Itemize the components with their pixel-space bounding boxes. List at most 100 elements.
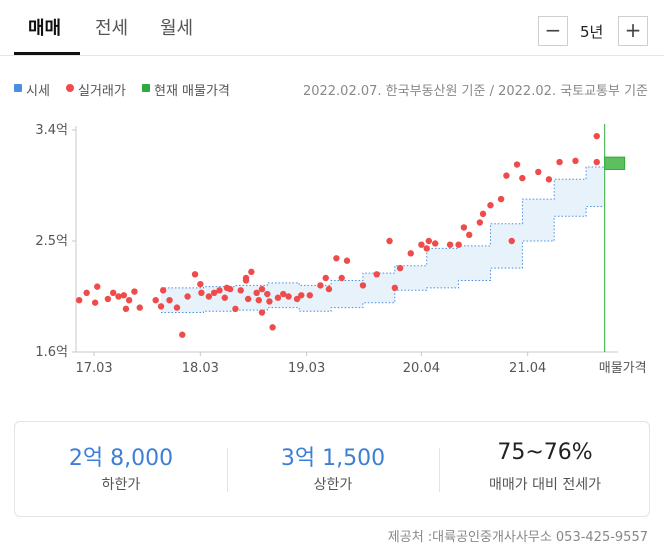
actual-trade-point — [455, 241, 462, 248]
actual-trade-point — [216, 287, 223, 294]
actual-trade-point — [198, 289, 205, 296]
actual-trade-point — [205, 293, 213, 300]
x-tick-label: 18.03 — [182, 361, 219, 376]
plus-icon: + — [624, 18, 642, 42]
tab-jeonse[interactable]: 전세 — [95, 18, 129, 39]
actual-trade-point — [258, 309, 266, 316]
actual-trade-point — [122, 305, 130, 313]
x-tick-label: 19.03 — [288, 361, 325, 376]
minus-icon: − — [544, 18, 562, 42]
actual-trade-point — [317, 282, 324, 289]
actual-trade-point — [460, 224, 468, 231]
actual-trade-point — [425, 237, 433, 245]
price-chart: 3.4억 2.5억 1.6억 17.03 18.03 19.03 20.04 21.04 매물가… — [35, 123, 647, 376]
actual-trade-point — [244, 295, 252, 303]
listing-provider: 제공처 :대륙공인중개사사무소 053-425-9557 — [387, 530, 648, 545]
upper-price-value: 3억 1,500 — [280, 446, 386, 471]
actual-trade-point — [237, 287, 244, 294]
actual-trade-point — [109, 289, 117, 296]
actual-trade-point — [157, 303, 165, 310]
lower-price-label: 하한가 — [101, 477, 141, 493]
actual-trade-point — [407, 250, 414, 257]
legend-swatch-market-price — [14, 84, 22, 92]
actual-trade-point — [104, 295, 112, 303]
actual-trade-point — [343, 257, 351, 264]
actual-trade-point — [125, 297, 133, 304]
actual-trade-point — [91, 299, 99, 306]
legend-label: 시세 — [26, 84, 50, 99]
actual-trade-point — [593, 132, 600, 140]
jeonse-ratio-stat: 75~76% 매매가 대비 전세가 — [439, 422, 651, 518]
actual-trade-point — [159, 287, 167, 294]
actual-trade-point — [373, 271, 380, 278]
actual-trade-point — [75, 297, 83, 304]
actual-trade-point — [423, 245, 430, 252]
period-increase-button[interactable]: + — [618, 16, 648, 46]
actual-trade-point — [396, 264, 404, 272]
actual-trade-point — [166, 297, 173, 304]
upper-price-label: 상한가 — [313, 477, 353, 493]
deal-type-tabs: 매매 전세 월세 — [0, 0, 664, 56]
actual-trade-point — [293, 295, 301, 303]
actual-trade-point — [446, 241, 454, 248]
actual-trade-point — [503, 172, 510, 179]
actual-trade-point — [572, 157, 579, 165]
y-tick-label: 3.4억 — [35, 123, 68, 138]
actual-trade-point — [418, 241, 425, 248]
actual-trade-point — [508, 237, 515, 245]
active-tab-indicator — [14, 52, 80, 55]
actual-trade-point — [94, 283, 101, 290]
actual-trade-point — [338, 274, 345, 282]
actual-trade-point — [476, 219, 484, 226]
actual-trade-point — [131, 288, 138, 295]
actual-trade-point — [285, 293, 292, 300]
actual-trade-point — [253, 289, 260, 296]
actual-trade-point — [115, 293, 122, 300]
actual-trade-point — [232, 305, 239, 313]
actual-trade-point — [593, 158, 600, 166]
x-tick-label: 20.04 — [403, 361, 440, 376]
actual-trade-point — [83, 289, 90, 296]
actual-trade-point — [248, 268, 255, 276]
legend-swatch-actual-trade — [66, 84, 74, 92]
actual-trade-point — [136, 304, 143, 311]
lower-price-stat: 2억 8,000 하한가 — [15, 422, 227, 518]
actual-trade-point — [466, 231, 473, 239]
actual-trade-point — [226, 285, 234, 293]
actual-trade-point — [391, 284, 399, 292]
actual-trade-point — [432, 240, 439, 247]
current-listing-axis-label: 매물가격 — [599, 361, 647, 376]
actual-trade-point — [242, 277, 250, 284]
actual-trade-point — [487, 202, 494, 209]
upper-price-stat: 3억 1,500 상한가 — [227, 422, 439, 518]
period-decrease-button[interactable]: − — [538, 16, 568, 46]
period-value: 5년 — [580, 23, 604, 41]
actual-trade-point — [255, 297, 262, 304]
tab-sale[interactable]: 매매 — [28, 18, 62, 39]
lower-price-value: 2억 8,000 — [68, 446, 174, 471]
actual-trade-point — [264, 290, 271, 298]
actual-trade-point — [210, 289, 218, 296]
actual-trade-point — [545, 176, 553, 183]
jeonse-ratio-value: 75~76% — [497, 440, 593, 465]
y-tick-label: 2.5억 — [35, 234, 68, 249]
jeonse-ratio-label: 매매가 대비 전세가 — [489, 477, 601, 493]
actual-trade-point — [322, 274, 329, 282]
actual-trade-point — [266, 298, 273, 305]
x-tick-label: 21.04 — [509, 361, 546, 376]
actual-trade-point — [497, 195, 505, 203]
actual-trade-point — [280, 290, 287, 298]
actual-trade-point — [173, 304, 181, 311]
price-summary-box: 2억 8,000 하한가 3억 1,500 상한가 75~76% 매매가 대비 … — [14, 421, 650, 517]
actual-trade-point — [333, 255, 340, 262]
current-listing-range — [604, 156, 626, 170]
legend-label: 현재 매물가격 — [154, 84, 230, 99]
actual-trade-point — [258, 285, 266, 293]
tab-monthly-rent[interactable]: 월세 — [160, 18, 194, 39]
actual-trade-point — [306, 292, 314, 299]
actual-trade-point — [359, 282, 367, 289]
actual-trade-point — [179, 331, 186, 338]
actual-trade-point — [184, 293, 191, 300]
period-stepper: − 5년 + — [538, 16, 648, 46]
actual-trade-point — [479, 210, 487, 218]
